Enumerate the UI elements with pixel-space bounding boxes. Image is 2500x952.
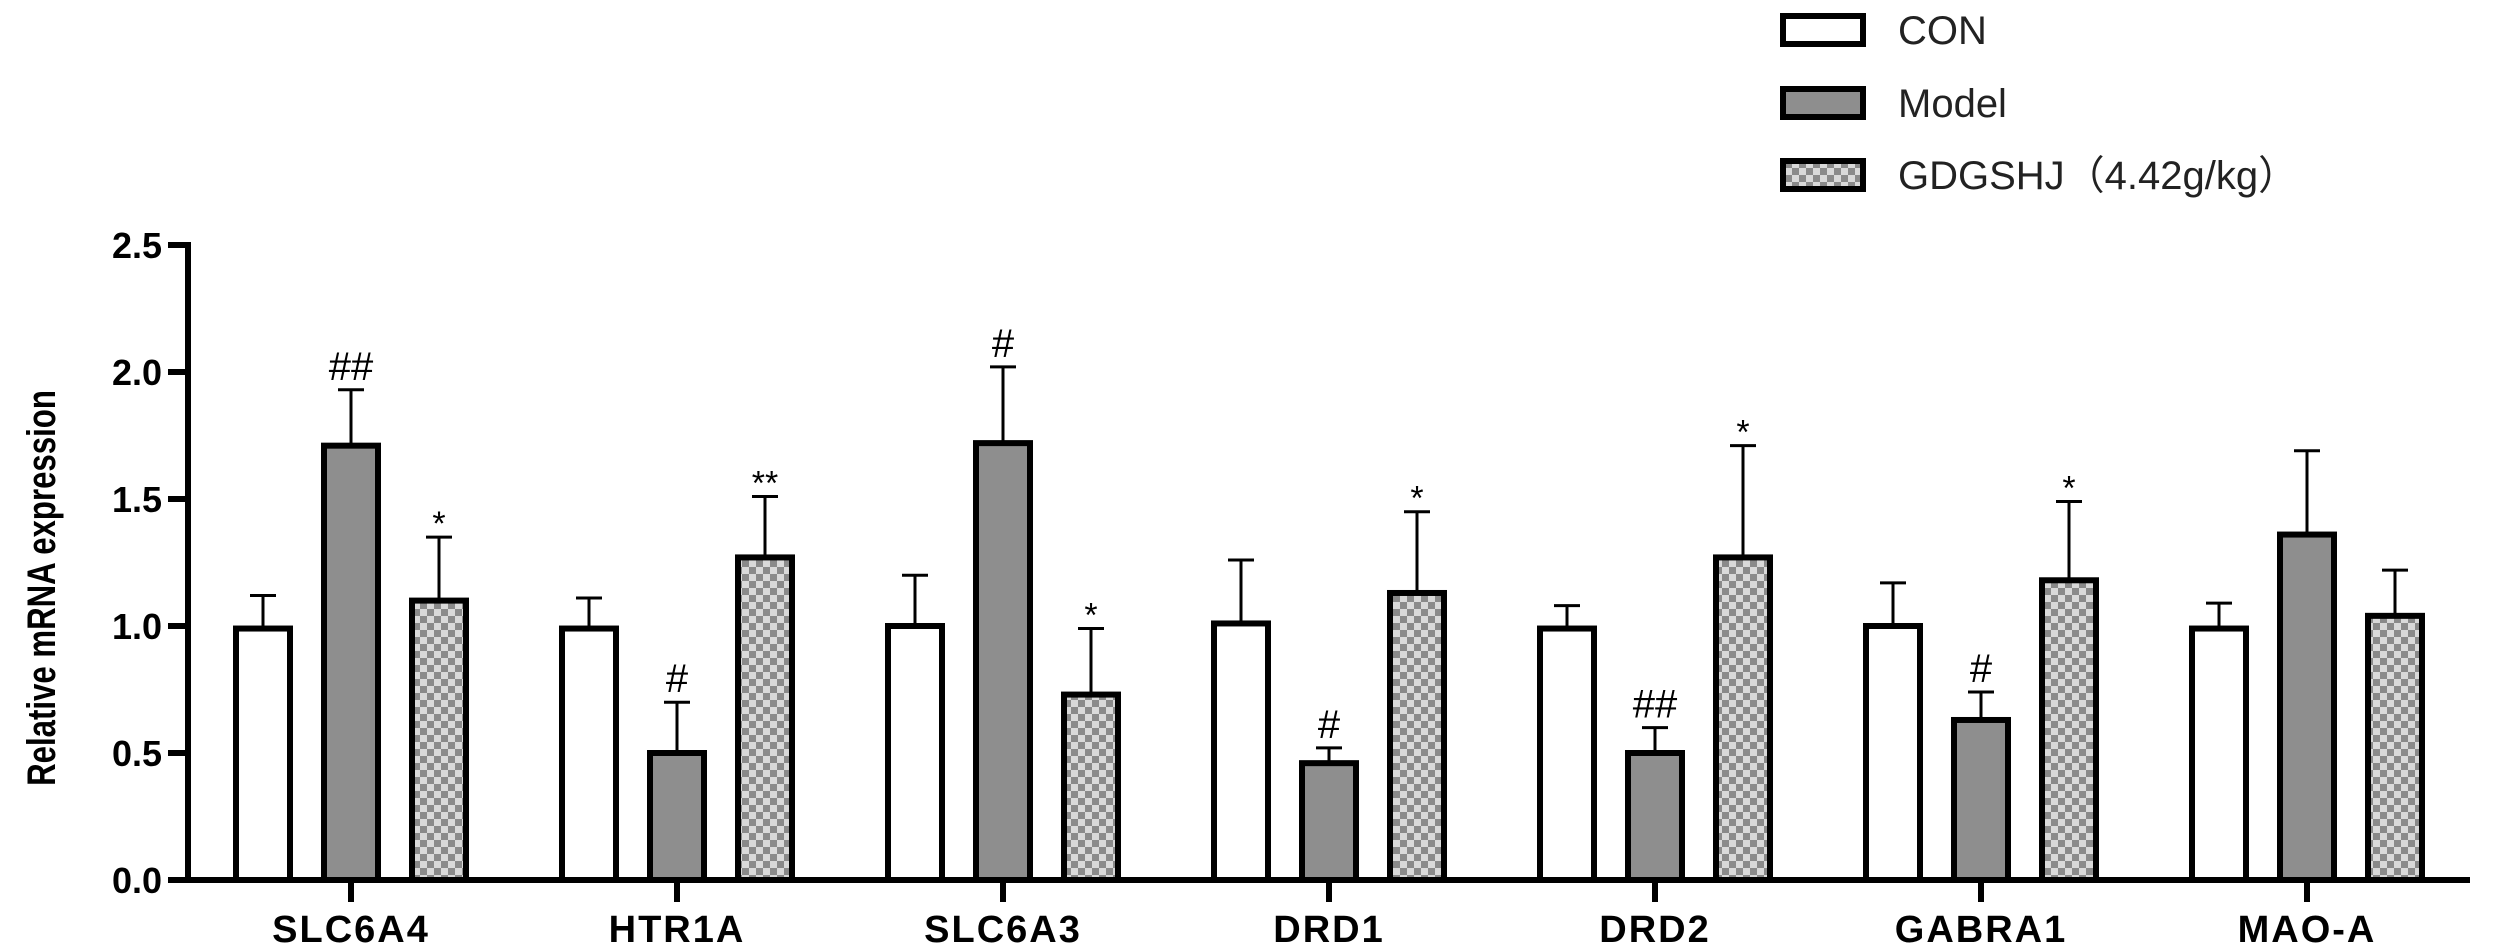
y-tick-label: 1.5 [112,479,162,520]
significance-mark: # [1970,647,1993,691]
bar-model-drd1 [1299,760,1359,883]
significance-mark: # [1318,703,1341,747]
legend-swatch-model [1780,86,1866,120]
bar-con-drd1 [1211,620,1271,884]
bars: ## * # ** # * # * ## * # * [233,322,2425,884]
y-tick-label: 0.0 [112,860,162,901]
x-tick-label-gabra1: GABRA1 [1895,909,2067,951]
significance-mark: # [666,657,689,701]
bar-model-htr1a [647,750,707,883]
x-tick-label-drd2: DRD2 [1599,909,1710,951]
bar-gdgshj-4-42g-kg-drd2 [1713,554,1773,883]
bar-con-drd2 [1537,625,1597,883]
legend-swatch-con [1780,13,1866,47]
bar-model-slc6a4 [321,442,381,883]
bar-gdgshj-4-42g-kg-mao-a [2365,612,2425,884]
y-tick-label: 2.0 [112,352,162,393]
significance-mark: # [992,322,1015,366]
legend: CON Model GDGSHJ（4.42g/kg） [1780,9,2298,198]
bar-model-gabra1 [1951,716,2011,883]
bar-gdgshj-4-42g-kg-slc6a4 [409,597,469,883]
significance-mark: * [1736,414,1749,452]
significance-mark: * [2062,470,2075,508]
bar-con-gabra1 [1863,623,1923,883]
significance-mark: ## [1633,683,1678,727]
bar-con-slc6a4 [233,625,293,883]
significance-mark: * [432,505,445,543]
bar-con-slc6a3 [885,623,945,883]
bar-gdgshj-4-42g-kg-drd1 [1387,589,1447,883]
bar-model-drd2 [1625,750,1685,883]
x-tick-label-htr1a: HTR1A [609,909,746,951]
significance-mark: * [1084,597,1097,635]
y-tick-label: 2.5 [112,225,162,266]
bar-model-mao-a [2277,531,2337,883]
legend-swatch-gdgshj-4-42g-kg [1780,158,1866,192]
x-tick-label-slc6a3: SLC6A3 [924,909,1082,951]
bar-gdgshj-4-42g-kg-slc6a3 [1061,691,1121,884]
bar-model-slc6a3 [973,440,1033,883]
bar-gdgshj-4-42g-kg-htr1a [735,554,795,883]
legend-label-gdgshj-4-42g-kg: GDGSHJ（4.42g/kg） [1898,154,2298,198]
bar-con-htr1a [559,625,619,883]
bar-con-mao-a [2189,625,2249,883]
x-tick-label-mao-a: MAO-A [2238,909,2377,951]
y-tick-label: 0.5 [112,733,162,774]
x-tick-label-drd1: DRD1 [1273,909,1384,951]
bar-gdgshj-4-42g-kg-gabra1 [2039,577,2099,884]
y-tick-label: 1.0 [112,606,162,647]
legend-label-model: Model [1898,82,2007,126]
legend-label-con: CON [1898,9,1987,53]
significance-mark: ## [329,345,374,389]
significance-mark: ** [752,464,778,502]
x-tick-label-slc6a4: SLC6A4 [272,909,430,951]
y-axis-label: Relative mRNA expression [19,390,64,786]
significance-mark: * [1410,480,1423,518]
